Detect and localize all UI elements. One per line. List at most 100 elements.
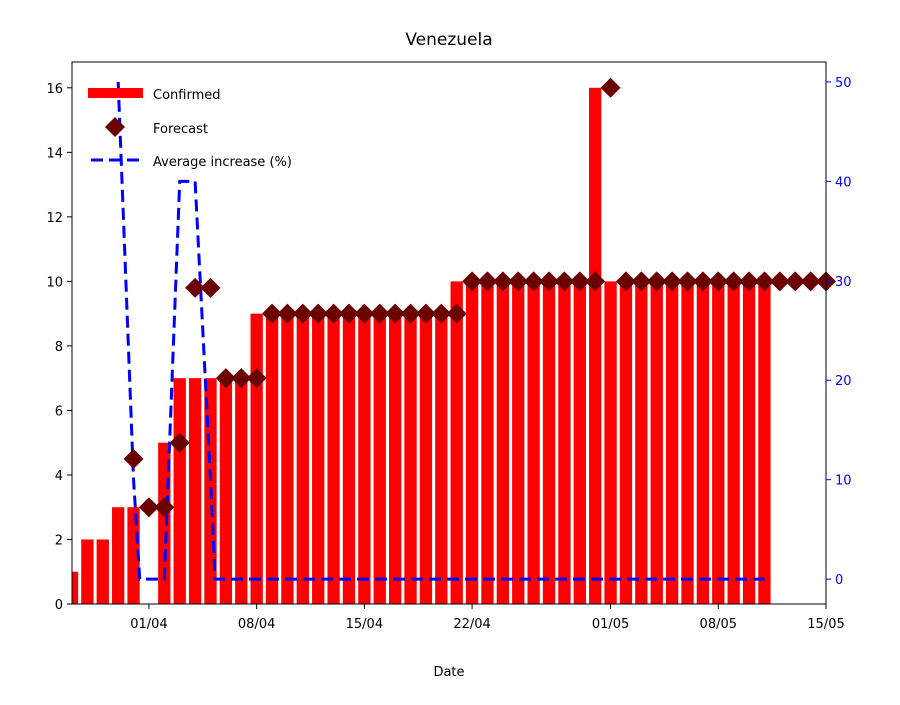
forecast-layer <box>123 77 836 518</box>
x-tick-label: 08/04 <box>238 617 275 632</box>
confirmed-bar <box>712 281 725 604</box>
axes-layer: 0 2 4 6 8 10 12 14 16 0 10 20 30 40 50 01/04 08/04 15/04 2… <box>46 61 852 632</box>
chart-title: Venezuela <box>405 30 492 50</box>
y-tick-label: 10 <box>46 275 63 290</box>
forecast-marker <box>462 271 483 292</box>
confirmed-bar <box>404 313 417 604</box>
confirmed-bar <box>619 281 633 604</box>
y-tick-label: 8 <box>55 340 63 355</box>
x-tick-label: 01/04 <box>130 617 167 632</box>
y-tick-label: 14 <box>46 146 63 161</box>
forecast-marker <box>569 271 590 292</box>
forecast-marker <box>338 303 359 324</box>
forecast-marker <box>138 497 159 518</box>
x-tick-label: 08/05 <box>700 617 737 632</box>
confirmed-bar <box>419 313 433 604</box>
forecast-marker <box>446 303 467 324</box>
confirmed-bar <box>450 281 463 604</box>
forecast-marker <box>354 303 375 324</box>
forecast-marker <box>477 271 498 292</box>
forecast-marker <box>508 271 529 292</box>
forecast-marker <box>769 271 790 292</box>
y2-tick-label: 0 <box>835 573 843 588</box>
confirmed-bar <box>327 313 340 604</box>
legend-confirmed-swatch <box>88 88 143 98</box>
forecast-marker <box>262 303 283 324</box>
forecast-marker <box>600 77 621 98</box>
confirmed-bar <box>465 281 479 604</box>
legend-average-label: Average increase (%) <box>153 155 292 170</box>
average-increase-layer <box>116 81 765 581</box>
confirmed-bar <box>388 313 402 604</box>
forecast-marker <box>200 277 221 298</box>
confirmed-bar <box>604 281 617 604</box>
forecast-marker <box>400 303 421 324</box>
confirmed-bar <box>81 539 94 604</box>
confirmed-bar <box>650 281 663 604</box>
forecast-marker <box>185 277 206 298</box>
confirmed-bar <box>696 281 710 604</box>
y-tick-label: 16 <box>46 82 63 97</box>
forecast-marker <box>723 271 744 292</box>
confirmed-bar <box>96 539 109 604</box>
forecast-marker <box>385 303 406 324</box>
confirmed-bar <box>219 378 233 604</box>
forecast-marker <box>677 271 698 292</box>
confirmed-bar <box>635 281 648 604</box>
forecast-marker <box>646 271 667 292</box>
confirmed-bar <box>173 378 186 604</box>
forecast-marker <box>292 303 313 324</box>
legend-forecast-marker <box>105 117 125 137</box>
forecast-marker <box>662 271 683 292</box>
y2-tick-label: 50 <box>835 76 852 91</box>
confirmed-bar <box>312 313 325 604</box>
forecast-marker <box>692 271 713 292</box>
y-tick-label: 12 <box>46 211 63 226</box>
confirmed-bar <box>727 281 740 604</box>
confirmed-bar <box>527 281 540 604</box>
y2-tick-label: 10 <box>835 474 852 489</box>
legend-forecast-label: Forecast <box>153 122 208 137</box>
confirmed-bar <box>250 313 263 604</box>
y2-tick-label: 40 <box>835 175 852 190</box>
confirmed-bar <box>558 281 571 604</box>
confirmed-bar <box>235 378 248 604</box>
confirmed-bar <box>296 313 309 604</box>
confirmed-bar <box>589 87 602 604</box>
forecast-marker <box>554 271 575 292</box>
forecast-marker <box>369 303 390 324</box>
confirmed-bar <box>481 281 494 604</box>
legend: Confirmed Forecast Average increase (%) <box>88 88 292 170</box>
plot-frame <box>71 61 827 605</box>
legend-confirmed-label: Confirmed <box>153 88 221 103</box>
confirmed-bar <box>112 507 125 604</box>
confirmed-bar <box>127 507 140 604</box>
confirmed-bar <box>573 281 586 604</box>
forecast-marker <box>585 271 606 292</box>
x-axis-label: Date <box>433 665 464 680</box>
forecast-marker <box>323 303 344 324</box>
confirmed-bar <box>265 313 279 604</box>
x-tick-label: 15/04 <box>346 617 383 632</box>
forecast-marker <box>123 448 144 469</box>
forecast-marker <box>708 271 729 292</box>
confirmed-bar <box>542 281 556 604</box>
x-tick-label: 22/04 <box>453 617 490 632</box>
forecast-marker <box>154 497 175 518</box>
y-tick-label: 4 <box>55 469 63 484</box>
confirmed-bar <box>358 313 371 604</box>
confirmed-bar <box>342 313 356 604</box>
forecast-marker <box>615 271 636 292</box>
forecast-marker <box>631 271 652 292</box>
forecast-marker <box>754 271 775 292</box>
average-increase-line <box>116 81 765 581</box>
forecast-marker <box>231 368 252 389</box>
forecast-marker <box>431 303 452 324</box>
x-tick-label: 01/05 <box>592 617 629 632</box>
forecast-marker <box>169 432 190 453</box>
confirmed-bar <box>496 281 510 604</box>
forecast-marker <box>415 303 436 324</box>
confirmed-bar <box>758 281 771 604</box>
